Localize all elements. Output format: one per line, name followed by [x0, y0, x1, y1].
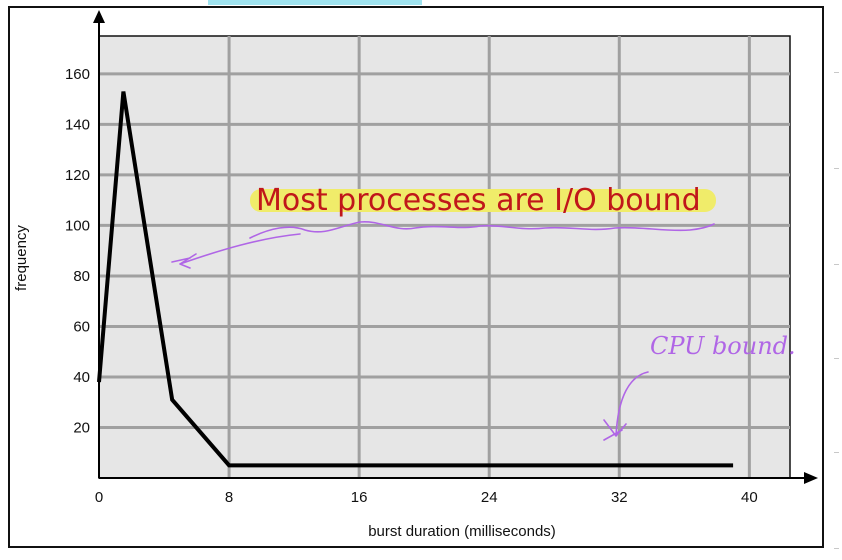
y-tick-label: 80 [73, 268, 90, 285]
axes [93, 10, 818, 484]
series [97, 91, 734, 468]
handwritten-arrow-to-tail [603, 371, 649, 441]
annotation-cpu-bound: CPU bound. [650, 332, 796, 360]
edge-mark [834, 168, 839, 169]
y-tick-label: 40 [73, 369, 90, 386]
x-tick-label: 32 [611, 489, 628, 506]
x-tick-label: 8 [225, 489, 233, 506]
annotation-io-bound: Most processes are I/O bound [256, 183, 701, 218]
plot-area [98, 35, 791, 479]
y-axis-label: frequency [13, 225, 30, 291]
series-line [97, 91, 734, 468]
edge-mark [834, 548, 839, 549]
x-axis-label: burst duration (milliseconds) [368, 523, 556, 540]
y-tick-label: 20 [73, 419, 90, 436]
x-axis-arrowhead [804, 472, 818, 484]
edge-mark [834, 452, 839, 453]
top-highlight-strip [208, 0, 422, 5]
y-tick-label: 120 [65, 167, 90, 184]
edge-mark [834, 264, 839, 265]
grid-lines [99, 36, 790, 478]
y-tick-label: 140 [65, 116, 90, 133]
edge-mark [834, 72, 839, 73]
x-tick-label: 24 [481, 489, 498, 506]
handwritten-underline [249, 221, 715, 239]
handwritten-arrow-to-peak [171, 233, 301, 269]
page-edge-marks [832, 0, 842, 560]
x-tick-label: 16 [351, 489, 368, 506]
text-highlight [250, 189, 716, 212]
x-tick-label: 40 [741, 489, 758, 506]
y-tick-labels: 20 40 60 80 100 120 140 160 [65, 66, 90, 437]
y-tick-label: 160 [65, 66, 90, 83]
y-tick-label: 100 [65, 217, 90, 234]
x-tick-label: 0 [95, 489, 103, 506]
y-tick-label: 60 [73, 318, 90, 335]
x-tick-labels: 0 8 16 24 32 40 [95, 489, 758, 506]
edge-mark [834, 358, 839, 359]
y-axis-arrowhead [93, 10, 105, 23]
